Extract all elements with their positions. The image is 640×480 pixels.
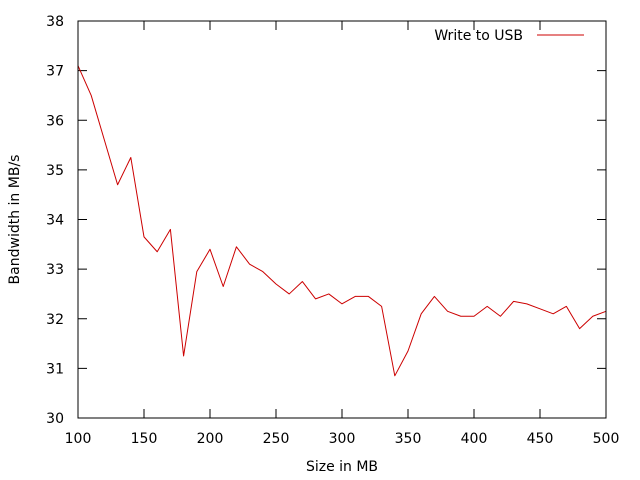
tick-labels-group: 100 150 200 250 300 350 400 450 500 30 31 32 33 34 35 3… bbox=[46, 14, 619, 447]
series-line-write-to-usb bbox=[77, 65, 607, 377]
plot-frame bbox=[77, 20, 607, 419]
y-tick-label: 35 bbox=[46, 163, 64, 179]
y-tick-label: 38 bbox=[46, 14, 64, 30]
x-tick-label: 450 bbox=[527, 431, 554, 447]
x-tick-label: 400 bbox=[461, 431, 488, 447]
y-tick-label: 37 bbox=[46, 64, 64, 80]
x-tick-label: 200 bbox=[197, 431, 224, 447]
series-group bbox=[77, 65, 607, 377]
x-tick-label: 500 bbox=[593, 431, 620, 447]
legend-label-write-to-usb: Write to USB bbox=[434, 28, 523, 44]
x-tick-label: 100 bbox=[65, 431, 92, 447]
x-tick-label: 300 bbox=[329, 431, 356, 447]
x-tick-label: 150 bbox=[131, 431, 158, 447]
x-tick-label: 350 bbox=[395, 431, 422, 447]
y-tick-label: 32 bbox=[46, 312, 64, 328]
legend: Write to USB bbox=[434, 28, 584, 44]
x-axis-label: Size in MB bbox=[306, 459, 378, 475]
y-tick-label: 31 bbox=[46, 361, 64, 377]
y-tick-label: 33 bbox=[46, 262, 64, 278]
y-tick-label: 34 bbox=[46, 213, 64, 229]
y-tick-label: 36 bbox=[46, 113, 64, 129]
y-tick-label: 30 bbox=[46, 411, 64, 427]
y-axis-label: Bandwidth in MB/s bbox=[7, 155, 23, 285]
x-tick-label: 250 bbox=[263, 431, 290, 447]
